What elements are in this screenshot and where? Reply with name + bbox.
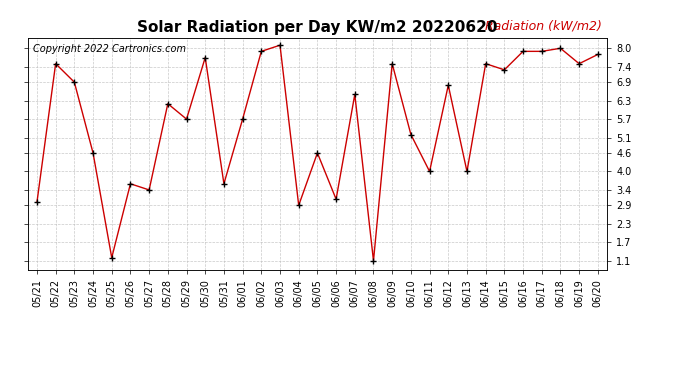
Title: Solar Radiation per Day KW/m2 20220620: Solar Radiation per Day KW/m2 20220620	[137, 20, 497, 35]
Text: Radiation (kW/m2): Radiation (kW/m2)	[484, 20, 602, 33]
Text: Copyright 2022 Cartronics.com: Copyright 2022 Cartronics.com	[33, 45, 186, 54]
